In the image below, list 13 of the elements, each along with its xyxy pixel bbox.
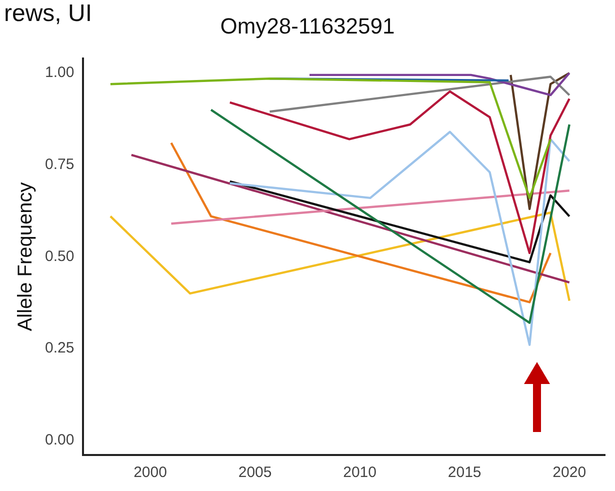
chart-title: Omy28-11632591: [220, 13, 395, 38]
x-tick-label: 2005: [238, 464, 272, 482]
y-axis-title: Allele Frequency: [14, 182, 37, 332]
text: rews, UI: [4, 0, 92, 28]
y-tick-label: 0.75: [44, 156, 74, 174]
x-tick-label: 2015: [448, 464, 482, 482]
y-tick-label: 0.25: [44, 340, 74, 357]
x-tick-label: 2000: [134, 464, 167, 482]
x-tick-label: 2010: [343, 464, 376, 482]
y-tick-label: 1.00: [44, 64, 74, 82]
x-tick-label: 2020: [552, 464, 586, 482]
y-tick-label: 0.50: [44, 248, 74, 265]
y-tick-label: 0.00: [44, 431, 74, 448]
